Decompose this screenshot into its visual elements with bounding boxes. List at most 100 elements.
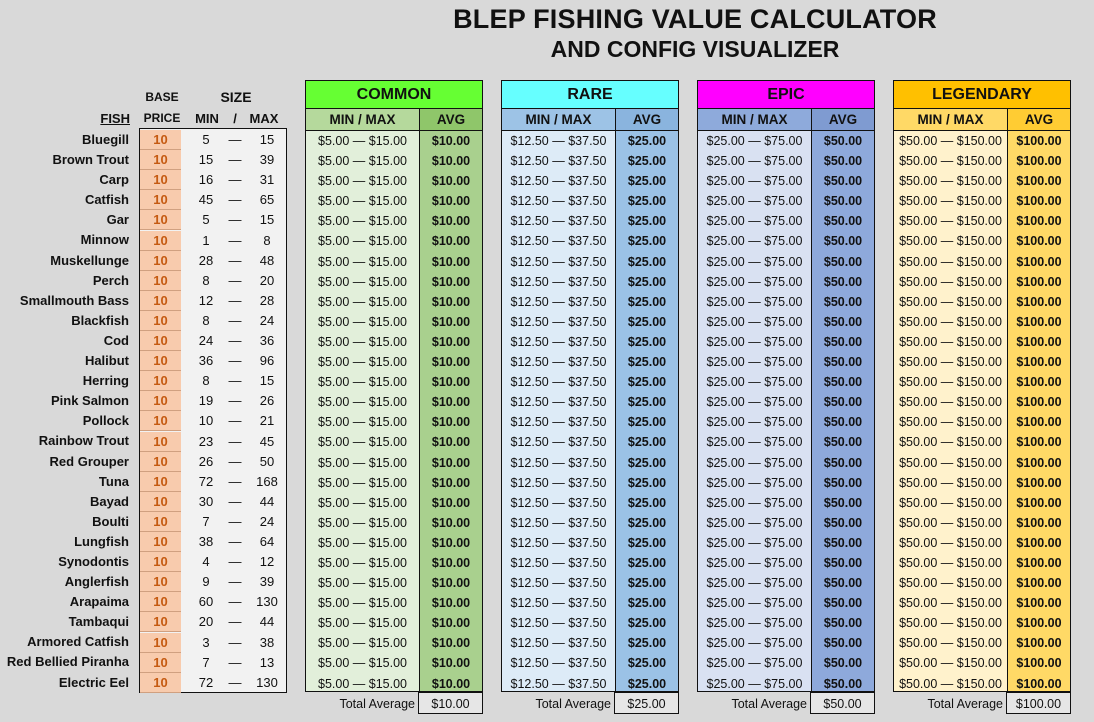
size-max[interactable]: 48 (259, 252, 275, 268)
avg-value-cell: $25.00 (627, 274, 667, 289)
size-min[interactable]: 3 (202, 634, 210, 650)
base-price-cell[interactable]: 10 (140, 351, 181, 372)
size-min[interactable]: 45 (198, 192, 214, 208)
base-price-cell[interactable]: 10 (140, 230, 181, 251)
size-min[interactable]: 5 (202, 132, 210, 147)
size-max[interactable]: 96 (259, 353, 275, 369)
size-min[interactable]: 36 (198, 353, 214, 369)
base-price-cell[interactable]: 10 (140, 532, 181, 553)
base-price-cell[interactable]: 10 (140, 431, 181, 452)
size-max[interactable]: 39 (259, 152, 275, 168)
size-max[interactable]: 44 (259, 493, 275, 509)
avg-value-cell: $10.00 (431, 515, 471, 530)
size-min[interactable]: 10 (198, 413, 214, 429)
base-price-cell[interactable]: 10 (140, 632, 181, 653)
size-max[interactable]: 15 (259, 373, 275, 389)
base-price-cell[interactable]: 10 (140, 190, 181, 211)
base-price-cell[interactable]: 10 (140, 170, 181, 191)
size-max[interactable]: 8 (263, 232, 271, 248)
size-min[interactable]: 20 (198, 614, 214, 630)
size-min[interactable]: 24 (198, 333, 214, 348)
size-max[interactable]: 39 (259, 574, 275, 590)
size-min[interactable]: 23 (198, 433, 214, 449)
size-min[interactable]: 12 (198, 292, 214, 308)
size-min[interactable]: 30 (198, 493, 214, 509)
rarity-title-common: COMMON (306, 81, 482, 109)
size-max[interactable]: 21 (259, 413, 275, 429)
base-price-cell[interactable]: 10 (140, 210, 181, 231)
base-price-cell[interactable]: 10 (140, 451, 181, 472)
size-min[interactable]: 38 (198, 534, 214, 549)
size-min[interactable]: 8 (202, 272, 210, 288)
base-price-cell[interactable]: 10 (140, 652, 181, 673)
base-price-cell[interactable]: 10 (140, 310, 181, 331)
size-max[interactable]: 130 (256, 674, 278, 690)
base-price-cell[interactable]: 10 (140, 371, 181, 392)
value-range-cell: $5.00 — $15.00 (318, 395, 407, 410)
base-price-cell[interactable]: 10 (140, 511, 181, 532)
value-range-cell: $12.50 — $37.50 (510, 154, 607, 169)
base-price-cell[interactable]: 10 (140, 411, 181, 432)
size-max[interactable]: 24 (259, 312, 275, 328)
base-price-cell[interactable]: 10 (140, 250, 181, 271)
size-max[interactable]: 64 (259, 534, 275, 549)
size-max[interactable]: 31 (259, 172, 275, 188)
base-price-cell[interactable]: 10 (140, 270, 181, 291)
size-max[interactable]: 24 (259, 513, 275, 529)
size-row: 26 — 50 (188, 452, 284, 472)
size-min[interactable]: 5 (202, 212, 210, 228)
base-price-cell[interactable]: 10 (140, 592, 181, 613)
size-min[interactable]: 7 (202, 513, 210, 529)
size-min[interactable]: 8 (202, 312, 210, 328)
base-price-cell[interactable]: 10 (140, 612, 181, 633)
size-max[interactable]: 168 (256, 473, 278, 489)
size-min[interactable]: 26 (198, 453, 214, 469)
base-price-cell[interactable]: 10 (140, 471, 181, 492)
size-max[interactable]: 44 (259, 614, 275, 630)
base-price-cell[interactable]: 10 (140, 150, 181, 171)
size-min[interactable]: 72 (198, 473, 214, 489)
avg-value-cell: $100.00 (1016, 555, 1062, 570)
size-min[interactable]: 72 (198, 674, 214, 690)
size-max[interactable]: 28 (259, 292, 275, 308)
size-max[interactable]: 12 (259, 554, 275, 570)
base-price-cell[interactable]: 10 (140, 552, 181, 573)
base-price-cell[interactable]: 10 (140, 331, 181, 352)
size-min[interactable]: 28 (198, 252, 214, 268)
size-row: 10 — 21 (188, 411, 284, 431)
size-row: 5 — 15 (188, 210, 284, 230)
size-min[interactable]: 19 (198, 393, 214, 409)
size-min[interactable]: 15 (198, 152, 214, 168)
size-max[interactable]: 45 (259, 433, 275, 449)
size-max[interactable]: 38 (259, 634, 275, 650)
size-max[interactable]: 130 (256, 594, 278, 610)
size-min[interactable]: 8 (202, 373, 210, 389)
base-price-cell[interactable]: 10 (140, 290, 181, 311)
size-max[interactable]: 36 (259, 333, 275, 348)
value-range-cell: $50.00 — $150.00 (899, 616, 1002, 631)
size-min[interactable]: 1 (202, 232, 210, 248)
avg-column: $100.00 $100.00 $100.00 $100.00 $100.00 $100.… (1007, 131, 1070, 691)
fish-name: Gar (106, 212, 129, 228)
size-max[interactable]: 65 (259, 192, 275, 208)
size-dash: — (228, 152, 242, 168)
size-min[interactable]: 7 (202, 654, 210, 670)
size-min[interactable]: 9 (202, 574, 210, 590)
avg-value-cell: $25.00 (627, 254, 667, 269)
size-max[interactable]: 15 (259, 212, 275, 228)
size-min[interactable]: 60 (198, 594, 214, 610)
size-max[interactable]: 15 (259, 132, 275, 147)
size-max[interactable]: 13 (259, 654, 275, 670)
base-price-cell[interactable]: 10 (140, 572, 181, 593)
size-max[interactable]: 26 (259, 393, 275, 409)
fish-name: Perch (92, 272, 129, 288)
base-price-cell[interactable]: 10 (140, 672, 181, 693)
base-price-cell[interactable]: 10 (140, 391, 181, 412)
base-price-cell[interactable]: 10 (140, 130, 181, 151)
size-min[interactable]: 16 (198, 172, 214, 188)
size-max[interactable]: 20 (259, 272, 275, 288)
size-min[interactable]: 4 (202, 554, 210, 570)
base-price-cell[interactable]: 10 (140, 491, 181, 512)
size-max[interactable]: 50 (259, 453, 275, 469)
size-row: 9 — 39 (188, 572, 284, 592)
